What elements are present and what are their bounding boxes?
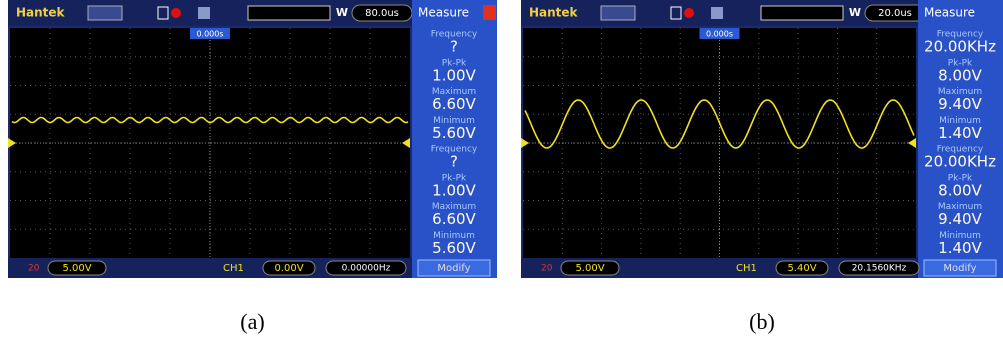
measure-value: 6.60V [432, 95, 476, 113]
measure-value: ? [450, 38, 458, 56]
save-icon [711, 7, 723, 19]
caption: (b) [749, 309, 775, 334]
measure-value: 8.00V [938, 181, 982, 199]
measure-value: 9.40V [938, 95, 982, 113]
measure-value: 1.00V [432, 66, 476, 84]
measure-title: Measure [418, 6, 469, 20]
save-icon [198, 7, 210, 19]
mode-icon: W [336, 6, 348, 19]
stop-indicator [171, 8, 181, 18]
measure-value: 8.00V [938, 66, 982, 84]
figure: HantekW80.0us0.000sMeasureFrequency?Pk-P… [0, 0, 1003, 346]
measure-value: 5.60V [432, 124, 476, 142]
brand: Hantek [16, 6, 66, 20]
measure-value: 1.40V [938, 239, 982, 257]
measure-value: 20.00KHz [924, 153, 996, 171]
measure-value: 1.40V [938, 124, 982, 142]
measure-value: 5.60V [432, 239, 476, 257]
mode-icon: W [849, 6, 861, 19]
measure-value: ? [450, 153, 458, 171]
frequency: 20.1560KHz [852, 264, 907, 274]
caption: (a) [240, 309, 264, 334]
memory-bar [248, 6, 330, 20]
stop-indicator [684, 8, 694, 18]
timebase: 80.0us [365, 8, 399, 19]
measure-value: 20.00KHz [924, 38, 996, 56]
memory-bar [761, 6, 843, 20]
trigger-time: 0.000s [196, 30, 223, 39]
close-button [483, 5, 496, 20]
modify-label: Modify [943, 263, 976, 274]
trigger-channel: CH1 [736, 263, 757, 274]
timebase: 20.0us [878, 8, 912, 19]
icon-group [88, 6, 122, 20]
frequency: 0.00000Hz [342, 264, 391, 274]
measure-value: 1.00V [432, 181, 476, 199]
trigger-channel: CH1 [223, 263, 244, 274]
measure-value: 9.40V [938, 210, 982, 228]
measure-value: 6.60V [432, 210, 476, 228]
measure-title: Measure [924, 6, 975, 20]
trigger-time: 0.000s [706, 30, 733, 39]
modify-label: Modify [437, 263, 470, 274]
icon-group [601, 6, 635, 20]
bandwidth: 20 [541, 264, 553, 274]
brand: Hantek [529, 6, 579, 20]
channel-scale: 5.00V [62, 263, 91, 274]
trigger-level: 5.40V [787, 263, 816, 274]
trigger-level: 0.00V [274, 263, 303, 274]
bandwidth: 20 [28, 264, 40, 274]
channel-scale: 5.00V [575, 263, 604, 274]
